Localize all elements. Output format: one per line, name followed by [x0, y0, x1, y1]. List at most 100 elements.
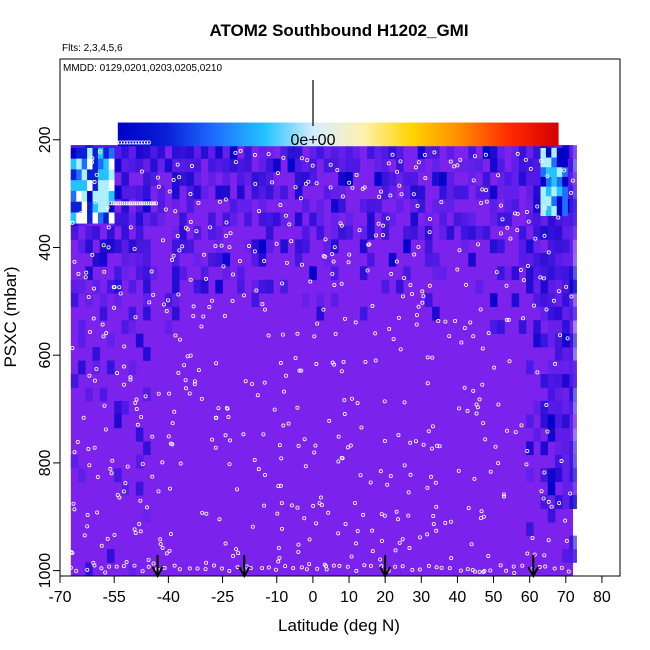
sample-point [468, 320, 473, 325]
sample-point [471, 388, 476, 393]
field-cell [540, 293, 549, 308]
sample-point [455, 267, 460, 272]
field-cell [128, 252, 137, 267]
sample-point [370, 549, 375, 554]
sample-point [307, 562, 312, 567]
sample-point [160, 460, 165, 465]
field-cell [338, 185, 346, 200]
sample-point [330, 271, 335, 276]
sample-point [323, 564, 328, 569]
sample-point [435, 443, 440, 448]
field-cell [70, 147, 77, 159]
field-cell [99, 306, 108, 321]
field-cell [497, 158, 505, 173]
field-cell [309, 172, 317, 186]
field-cell [547, 414, 556, 429]
sample-point [132, 527, 137, 532]
sample-point [187, 566, 192, 571]
field-cell [215, 252, 223, 267]
field-cell [85, 239, 93, 254]
sample-point [128, 377, 133, 382]
field-cell [540, 400, 549, 415]
sample-point [236, 551, 241, 556]
sample-point [427, 217, 432, 222]
sample-point [390, 152, 395, 157]
field-cell [569, 387, 577, 402]
field-cell [128, 320, 137, 334]
field-cell [554, 333, 563, 348]
sample-point [370, 304, 375, 309]
field-cell [453, 212, 462, 227]
sample-point [102, 403, 107, 408]
field-cell [562, 196, 568, 207]
sample-point [121, 364, 126, 369]
sample-point [430, 424, 435, 429]
sample-point [321, 307, 326, 312]
sample-point [543, 564, 548, 569]
sample-point [167, 486, 172, 491]
field-cell [468, 172, 476, 186]
field-cell [540, 374, 549, 388]
field-cell [547, 279, 556, 294]
sample-point [222, 314, 227, 319]
sample-point [551, 298, 556, 303]
field-cell [554, 279, 563, 294]
field-cell [172, 239, 180, 254]
sample-point [299, 262, 304, 267]
field-cell [251, 252, 260, 267]
field-cell [103, 158, 110, 170]
field-cell [396, 145, 404, 159]
sample-point [303, 464, 308, 469]
sample-point [314, 362, 319, 367]
sample-point [310, 163, 315, 168]
field-cell [222, 158, 231, 173]
sample-point [280, 332, 285, 337]
sample-point [406, 490, 411, 495]
field-cell [143, 239, 151, 254]
field-cell [172, 279, 180, 294]
field-cell [461, 212, 469, 227]
sample-point [434, 565, 439, 570]
field-cell [367, 212, 375, 227]
field-cell [345, 225, 353, 240]
sample-point [335, 168, 340, 173]
field-cell [164, 158, 173, 173]
field-cell [150, 158, 158, 173]
field-cell [547, 225, 556, 240]
sample-point [277, 555, 282, 560]
field-cell [540, 176, 547, 187]
field-cell [518, 239, 527, 254]
field-cell [92, 201, 99, 213]
sample-point [176, 370, 181, 375]
sample-point [279, 501, 284, 506]
field-cell [540, 468, 549, 483]
field-cell [482, 225, 491, 240]
field-cell [424, 145, 433, 159]
field-cell [569, 185, 577, 200]
field-cell [330, 225, 339, 240]
sample-point [504, 283, 509, 288]
field-cell [273, 212, 281, 227]
sample-point [225, 406, 230, 411]
x-tick-label: 40 [449, 589, 467, 606]
sample-point [448, 519, 453, 524]
field-cell [294, 145, 303, 159]
sample-point [224, 405, 229, 410]
sample-point [564, 284, 569, 289]
sample-point [406, 513, 411, 518]
sample-point [569, 294, 574, 299]
sample-point [125, 201, 130, 206]
field-cell [562, 252, 570, 267]
sample-point [204, 511, 209, 516]
field-cell [359, 266, 368, 281]
field-cell [562, 225, 570, 240]
sample-point [233, 160, 238, 165]
sample-point [238, 148, 243, 153]
field-cell [403, 185, 411, 200]
field-cell [265, 279, 274, 294]
field-cell [92, 190, 99, 203]
field-cell [302, 199, 310, 213]
sample-point [498, 563, 503, 568]
sample-point [473, 569, 478, 574]
field-cell [569, 414, 577, 429]
